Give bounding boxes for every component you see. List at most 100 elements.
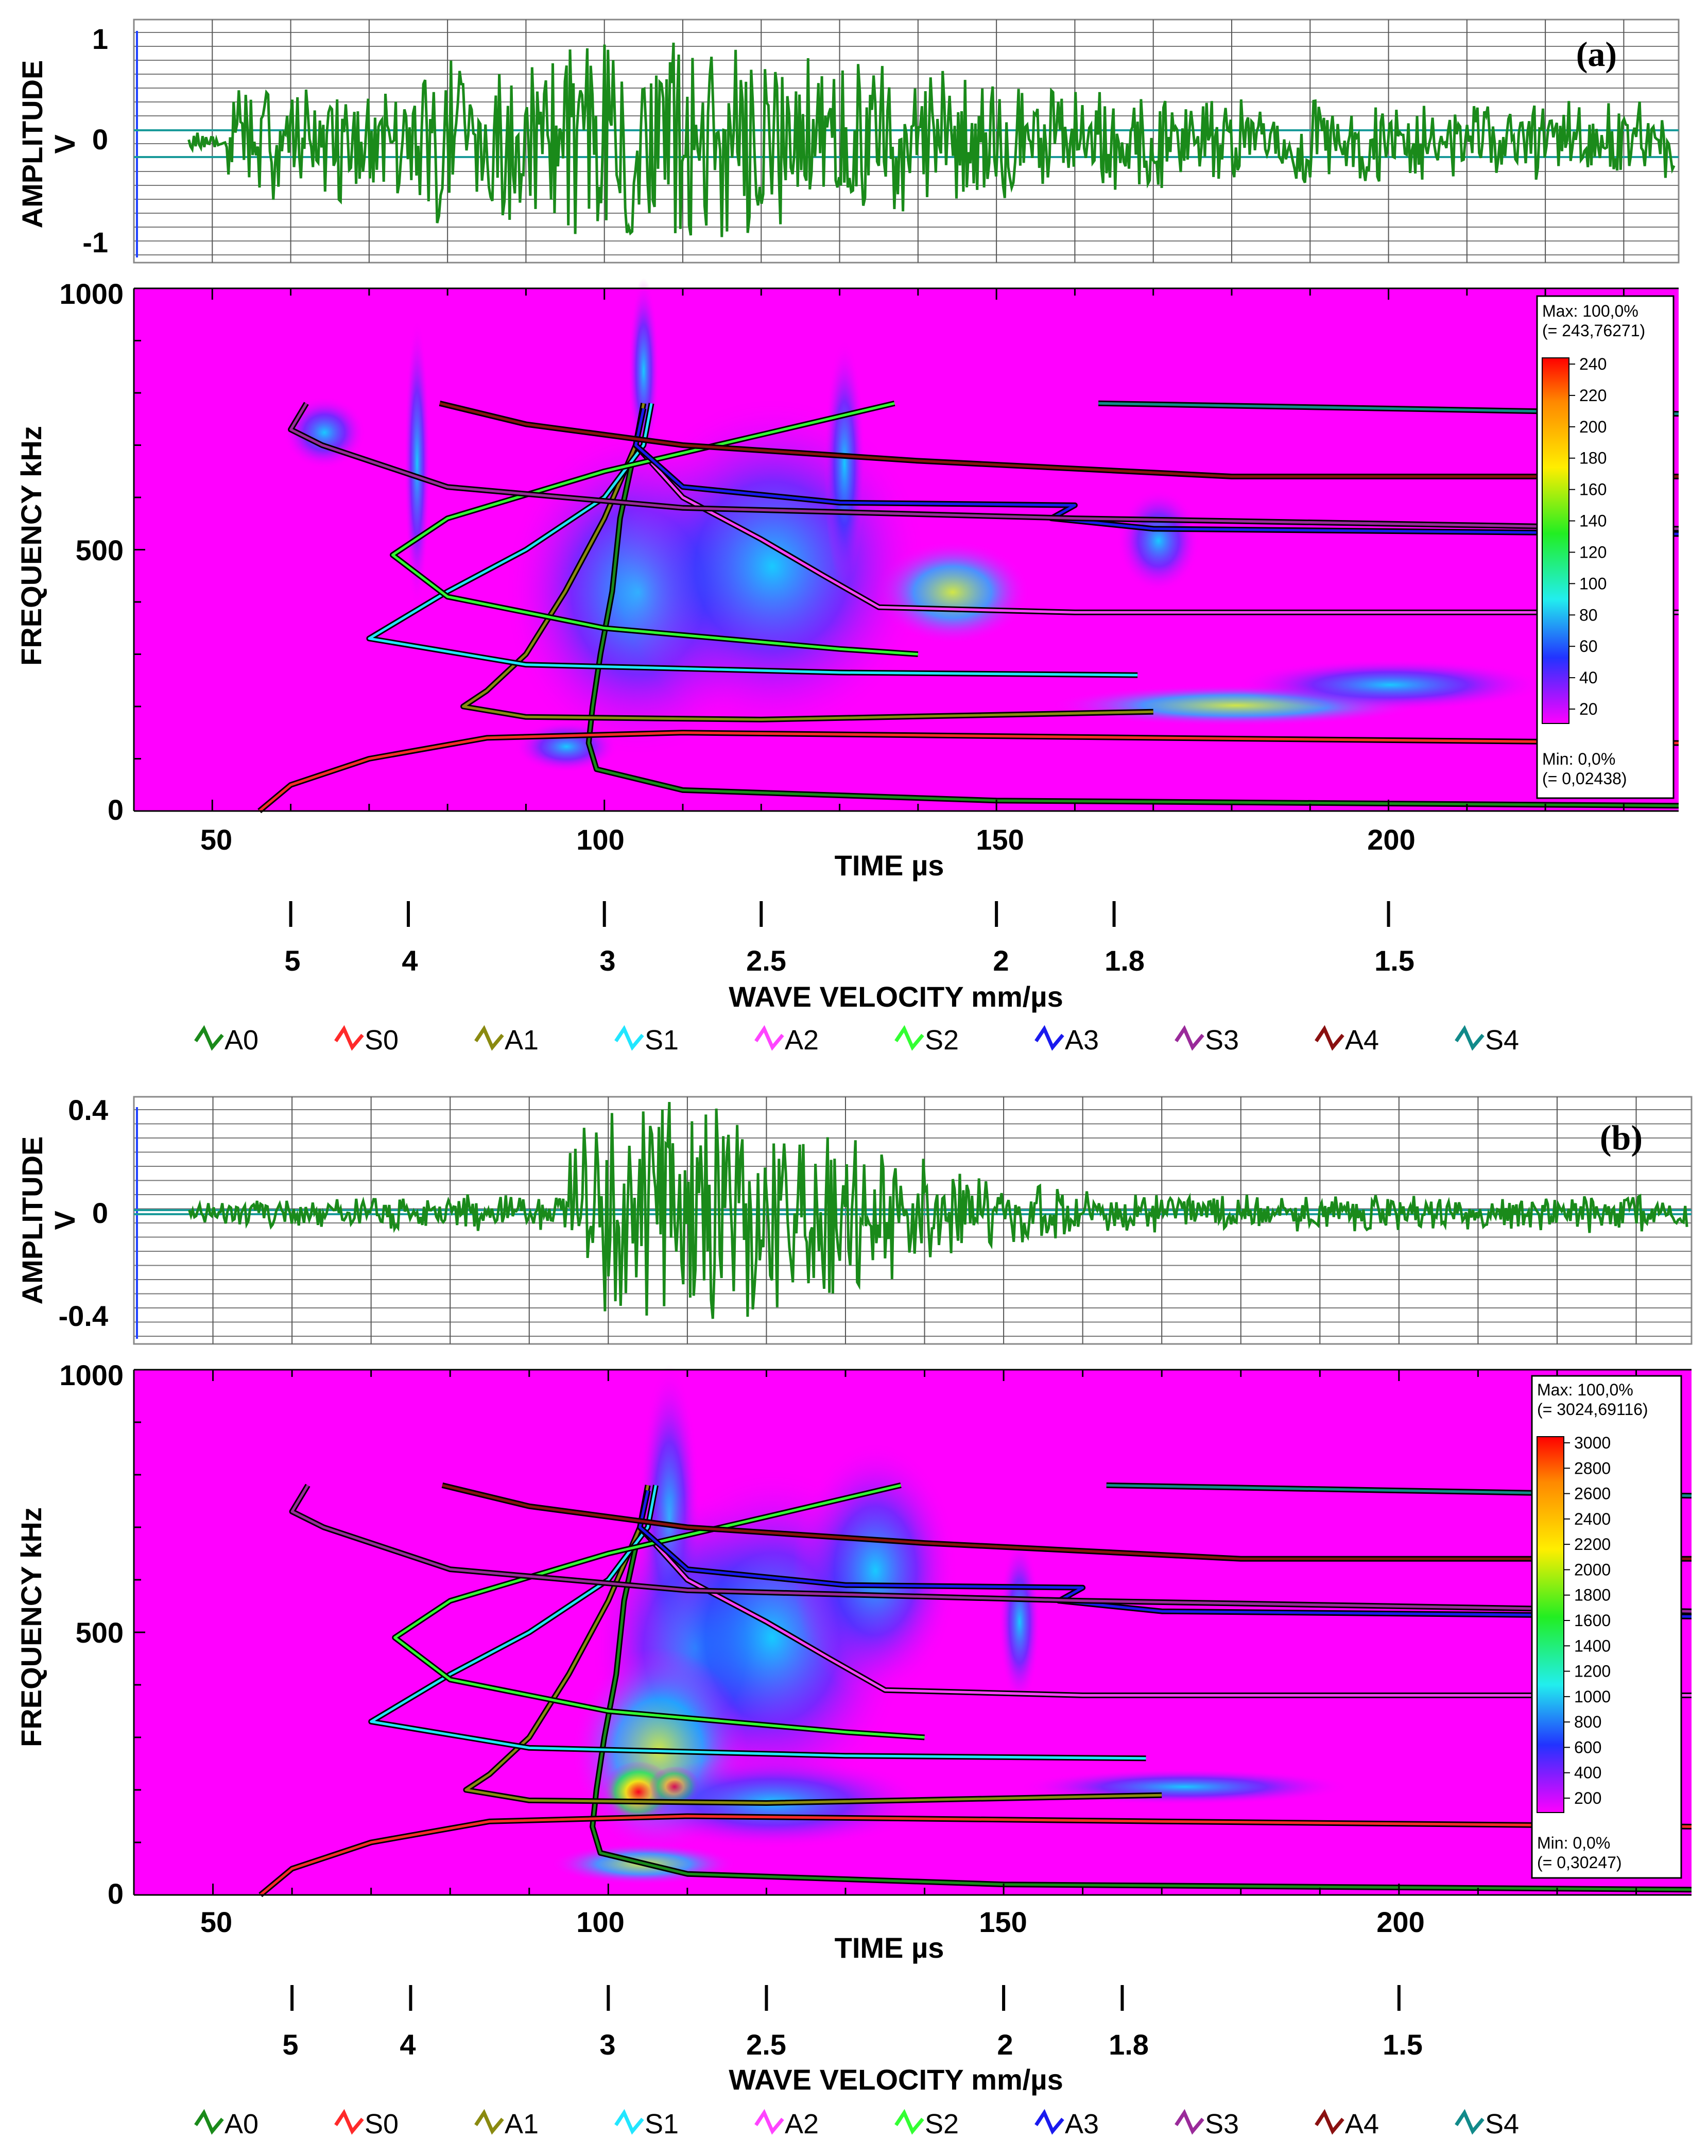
legend-label: A2 <box>785 1025 819 1056</box>
dispersion-curve-s0 <box>258 731 1679 812</box>
legend-swatch-icon <box>614 1025 644 1051</box>
velocity-tick-1-8-a: 1.8 <box>1105 944 1145 977</box>
legend-item-s4: S4 <box>1455 2109 1519 2140</box>
amp-tick-m1-a: -1 <box>82 226 108 258</box>
legend-swatch-icon <box>1034 1025 1064 1051</box>
colorbar-tick-label: 120 <box>1579 543 1607 561</box>
velocity-axis-a: 5 4 3 2.5 2 1.8 1.5 WAVE VELOCITY mm/µs <box>284 901 1414 1013</box>
amp-tick-0-a: 0 <box>92 123 108 156</box>
amp-tick-04-b: 0.4 <box>68 1094 108 1126</box>
legend-item-s0: S0 <box>334 1025 399 1056</box>
colorbar-max-value-a: (= 243,76271) <box>1542 321 1645 340</box>
legend-swatch-icon <box>1315 2109 1344 2135</box>
legend-item-a3: A3 <box>1034 2109 1099 2140</box>
velocity-tick-4-a: 4 <box>402 944 418 977</box>
dispersion-curve-a3 <box>639 1490 1692 1618</box>
dispersion-curve-a0 <box>591 1485 1692 1891</box>
legend-item-s0: S0 <box>334 2109 399 2140</box>
amp-tick-1-a: 1 <box>92 23 108 55</box>
legend-label: S2 <box>925 1025 959 1056</box>
colorbar-tick-label: 1400 <box>1574 1636 1611 1655</box>
colorbar-min-value-a: (= 0,02438) <box>1542 769 1627 788</box>
time-axis-label-a: TIME µs <box>835 849 944 882</box>
legend-swatch-icon <box>894 2109 924 2135</box>
legend-item-s4: S4 <box>1455 1025 1519 1056</box>
panel-a: 1 0 -1 AMPLITUDE V (a) <box>15 19 1680 1056</box>
legend-item-a2: A2 <box>754 2109 819 2140</box>
colorbar-ticks-b: 3000 2800 2600 2400 2200 2000 1800 1600 1400 1200… <box>1564 1434 1611 1807</box>
colorbar-tick-label: 20 <box>1579 700 1598 718</box>
legend-swatch-icon <box>754 1025 784 1051</box>
panel-label-b: (b) <box>1600 1118 1643 1157</box>
colorbar-tick-label: 220 <box>1579 386 1607 405</box>
time-tick-150-b: 150 <box>979 1906 1027 1938</box>
velocity-tick-3-a: 3 <box>599 944 615 977</box>
velocity-axis-label-b: WAVE VELOCITY mm/µs <box>729 2063 1063 2096</box>
amplitude-unit-b: V <box>48 1211 81 1230</box>
time-tick-50-a: 50 <box>200 823 232 856</box>
legend-label: S0 <box>365 1025 399 1056</box>
legend-item-a1: A1 <box>474 2109 539 2140</box>
colorbar-tick-label: 180 <box>1579 449 1607 468</box>
colorbar-tick-label: 2200 <box>1574 1535 1611 1554</box>
colorbar-tick-label: 800 <box>1574 1713 1601 1731</box>
panel-b: 0.4 0 -0.4 AMPLITUDE V (b) <box>15 1094 1693 2140</box>
legend-label: S4 <box>1485 2109 1519 2140</box>
legend-swatch-icon <box>614 2109 644 2135</box>
legend-item-a1: A1 <box>474 1025 539 1056</box>
legend-swatch-icon <box>334 1025 364 1051</box>
velocity-tick-2-a: 2 <box>993 944 1009 977</box>
dispersion-curve-s3 <box>290 1485 1692 1613</box>
velocity-tick-1-5-b: 1.5 <box>1383 2028 1423 2061</box>
legend-swatch-icon <box>1034 2109 1064 2135</box>
dispersion-curve-a4 <box>442 1484 1692 1560</box>
dispersion-curve-s3 <box>289 403 1679 530</box>
colorbar-tick-label: 3000 <box>1574 1434 1611 1452</box>
legend-item-s1: S1 <box>614 2109 679 2140</box>
legend-item-a2: A2 <box>754 1025 819 1056</box>
dispersion-curve-a1 <box>462 403 1153 721</box>
legend-label: S1 <box>645 1025 679 1056</box>
legend-item-a0: A0 <box>194 2109 258 2140</box>
legend-swatch-icon <box>1455 2109 1485 2135</box>
colorbar-gradient-a <box>1542 357 1569 724</box>
legend-item-a4: A4 <box>1315 1025 1379 1056</box>
legend-item-s3: S3 <box>1175 1025 1239 1056</box>
colorbar-tick-label: 40 <box>1579 668 1598 687</box>
velocity-tick-2-5-b: 2.5 <box>746 2028 786 2061</box>
velocity-tick-2-5-a: 2.5 <box>746 944 786 977</box>
colorbar-tick-label: 2600 <box>1574 1485 1611 1503</box>
velocity-axis-b: 5 4 3 2.5 2 1.8 1.5 WAVE VELOCITY mm/µs <box>282 1985 1423 2096</box>
colorbar-tick-label: 600 <box>1574 1738 1601 1756</box>
velocity-tick-5-b: 5 <box>282 2028 298 2061</box>
dispersion-curves-b <box>258 1482 1692 1898</box>
legend-label: A2 <box>785 2109 819 2140</box>
colorbar-tick-label: 200 <box>1579 418 1607 436</box>
legend-label: A1 <box>505 2109 539 2140</box>
velocity-axis-label-a: WAVE VELOCITY mm/µs <box>729 980 1063 1013</box>
amplitude-plot-b: 0.4 0 -0.4 AMPLITUDE V (b) <box>16 1094 1693 1345</box>
freq-tick-1000-b: 1000 <box>59 1359 124 1391</box>
colorbar-ticks-a: 240 220 200 180 160 140 120 100 80 60 40 20 <box>1569 355 1607 718</box>
velocity-tick-4-b: 4 <box>400 2028 416 2061</box>
legend-item-s2: S2 <box>894 1025 959 1056</box>
legend-item-s3: S3 <box>1175 2109 1239 2140</box>
legend-swatch-icon <box>754 2109 784 2135</box>
colorbar-tick-label: 160 <box>1579 480 1607 499</box>
frequency-ylabel-b: FREQUENCY kHz <box>15 1507 47 1747</box>
time-tick-100-a: 100 <box>576 823 624 856</box>
freq-tick-500-b: 500 <box>76 1616 124 1649</box>
colorbar-min-a: Min: 0,0% <box>1542 750 1615 768</box>
amplitude-unit-a: V <box>48 134 81 153</box>
legend-label: S2 <box>925 2109 959 2140</box>
freq-tick-500-a: 500 <box>76 534 124 566</box>
waveform-line-b <box>188 1102 1688 1319</box>
waveform-line-a <box>187 42 1676 237</box>
legend-swatch-icon <box>474 2109 504 2135</box>
legend-item-s2: S2 <box>894 2109 959 2140</box>
velocity-tick-1-8-b: 1.8 <box>1109 2028 1149 2061</box>
velocity-tick-5-a: 5 <box>284 944 300 977</box>
colorbar-tick-label: 140 <box>1579 512 1607 530</box>
legend-b: A0 S0 A1 S1 A2 S2 A3 S3 A4 S4 <box>194 2109 1519 2140</box>
